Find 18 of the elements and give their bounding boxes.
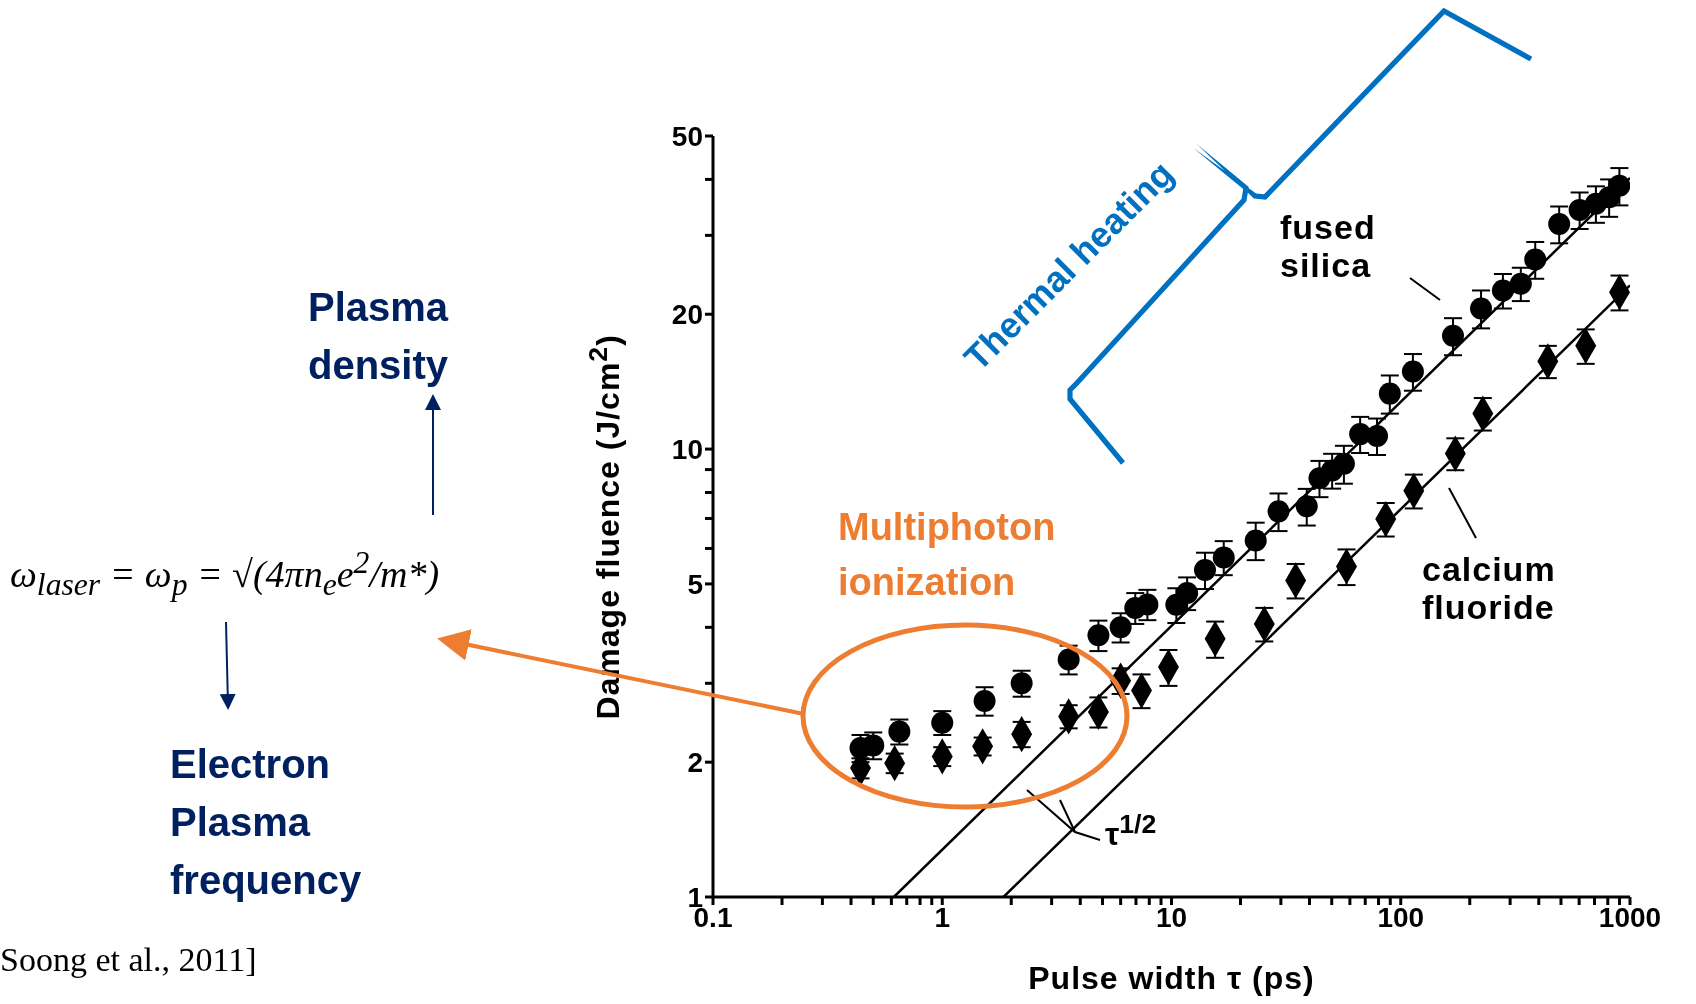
x-tick-label: 1000 <box>1598 901 1662 933</box>
y-tick-label: 10 <box>671 434 703 466</box>
legend-label: calcium fluoride <box>1422 550 1557 626</box>
x-tick-label: 10 <box>1155 901 1188 933</box>
y-tick-label: 5 <box>687 568 703 600</box>
y-tick-label: 50 <box>671 120 703 152</box>
x-axis-title: Pulse width τ (ps) <box>1027 960 1316 997</box>
x-tick-label: 100 <box>1377 901 1425 933</box>
y-tick-label: 2 <box>687 747 703 779</box>
text: Soong et al., 2011] <box>0 940 257 980</box>
annotation: Multiphoton ionization <box>838 505 1057 606</box>
text: Electron Plasma frequency <box>170 741 363 904</box>
text: Plasma density <box>308 284 450 389</box>
annotation: τ$^{1/2}$ <box>1105 808 1157 854</box>
text: ω$_{laser}$ = ω$_{p}$ = √(4πn$_{e}$e$^{2}$/m*) <box>10 545 440 603</box>
x-tick-label: 1 <box>934 901 951 933</box>
y-tick-label: 20 <box>671 299 703 331</box>
text: fused silica <box>1280 208 1377 284</box>
